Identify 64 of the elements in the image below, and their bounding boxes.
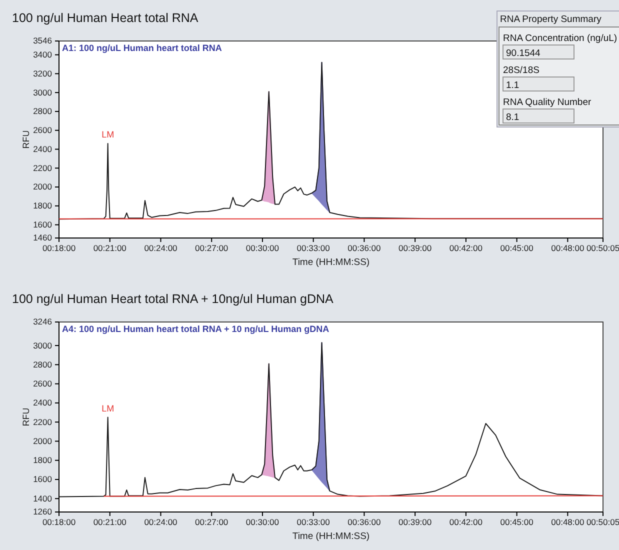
x-tick-label: 00:36:00 (348, 517, 382, 528)
y-tick-label: 2400 (33, 398, 52, 408)
x-tick-label: 00:33:00 (296, 243, 330, 254)
x-tick-label: 00:30:00 (246, 243, 280, 254)
y-axis-title: RFU (21, 408, 31, 426)
chart-subtitle: A4: 100 ng/uL Human heart total RNA + 10 ng/uL Human gDNA (62, 324, 330, 334)
x-tick-label: 00:30:00 (246, 517, 280, 528)
x-tick-label: 00:48:00 (551, 243, 584, 254)
x-tick-label: 00:21:00 (93, 243, 127, 254)
x-tick-label: 00:45:00 (500, 243, 534, 254)
x-tick-label: 00:24:00 (144, 517, 178, 528)
x-tick-label: 00:24:00 (144, 243, 178, 254)
x-tick-label: 00:39:00 (398, 243, 432, 254)
y-tick-label: 1400 (33, 493, 52, 504)
annotation: 90.1544 (506, 48, 540, 59)
x-axis-title: Time (HH:MM:SS) (292, 257, 370, 268)
x-tick-label: 00:42:00 (449, 243, 483, 254)
annotation: LM (102, 403, 114, 414)
annotation: 1.1 (506, 80, 520, 91)
y-tick-label: 1260 (33, 506, 52, 517)
y-tick-label: 2800 (33, 359, 52, 370)
y-tick-label: 1800 (33, 455, 52, 466)
x-axis-title: Time (HH:MM:SS) (292, 531, 370, 542)
x-tick-label: 00:50:05 (586, 517, 619, 528)
y-tick-label: 2000 (33, 182, 52, 192)
x-tick-label: 00:42:00 (449, 517, 483, 528)
x-tick-label: 00:18:00 (42, 517, 76, 528)
x-tick-label: 00:50:05 (586, 243, 619, 254)
chart-title: 100 ng/ul Human Heart total RNA (12, 11, 199, 25)
y-tick-label: 2000 (33, 436, 52, 446)
y-tick-label: 2800 (33, 106, 52, 116)
y-tick-label: 1800 (33, 200, 52, 211)
annotation: LM (102, 130, 114, 140)
y-tick-label: 1460 (33, 232, 52, 243)
annotation: RNA Concentration (ng/uL) (503, 33, 618, 44)
x-tick-label: 00:21:00 (93, 517, 127, 528)
x-tick-label: 00:45:00 (500, 517, 534, 528)
y-tick-label: 3200 (33, 68, 52, 78)
x-tick-label: 00:33:00 (296, 517, 330, 528)
y-tick-label: 2600 (33, 378, 52, 389)
text: RNA Property Summary (500, 14, 602, 25)
x-tick-label: 00:27:00 (195, 517, 228, 528)
x-tick-label: 00:18:00 (42, 243, 76, 254)
annotation: 28S/18S (503, 65, 540, 76)
x-tick-label: 00:48:00 (551, 517, 584, 528)
chart-title: 100 ng/ul Human Heart total RNA + 10ng/ul Human gDNA (12, 292, 334, 306)
annotation: 8.1 (506, 112, 520, 123)
y-tick-label: 3246 (33, 316, 52, 327)
y-tick-label: 1600 (33, 220, 52, 230)
y-tick-label: 2600 (33, 125, 52, 136)
y-tick-label: 3546 (33, 36, 52, 46)
x-tick-label: 00:27:00 (195, 243, 228, 254)
y-axis-title: RFU (21, 130, 31, 149)
chart-subtitle: A1: 100 ng/uL Human heart total RNA (62, 43, 222, 53)
y-tick-label: 3000 (33, 340, 52, 350)
y-tick-label: 2200 (33, 162, 52, 173)
y-tick-label: 2400 (33, 144, 52, 154)
y-tick-label: 3000 (33, 87, 52, 98)
y-tick-label: 1600 (33, 474, 52, 484)
y-tick-label: 2200 (33, 416, 52, 427)
x-tick-label: 00:36:00 (348, 243, 382, 254)
y-tick-label: 3400 (33, 50, 52, 60)
x-tick-label: 00:39:00 (398, 517, 432, 528)
annotation: RNA Quality Number (503, 97, 592, 108)
